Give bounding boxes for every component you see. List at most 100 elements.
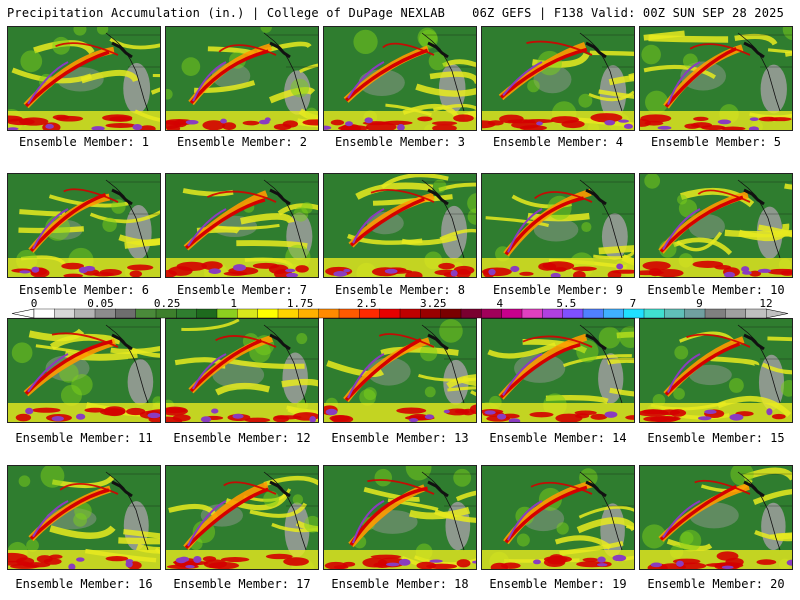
precip-field-map [8,174,160,277]
colorbar-segment [623,308,645,319]
ensemble-member-caption: Ensemble Member: 16 [15,577,153,591]
colorbar-tick-label: 3.25 [420,297,447,310]
ensemble-member-caption: Ensemble Member: 20 [647,577,785,591]
colorbar-tick-label: 2.5 [357,297,377,310]
ensemble-member-panel [323,465,477,570]
ensemble-member-caption: Ensemble Member: 15 [647,431,785,445]
colorbar-min-arrow [11,308,35,319]
precip-field-map [640,174,792,277]
precip-field-map [166,319,318,422]
ensemble-member-caption: Ensemble Member: 1 [18,135,150,149]
precip-field-map [166,174,318,277]
colorbar-segment [745,308,767,319]
precip-field-map [482,27,634,130]
ensemble-member-caption: Ensemble Member: 19 [489,577,627,591]
ensemble-member-caption: Ensemble Member: 14 [489,431,627,445]
colorbar-segment [704,308,726,319]
run-valid-time: 06Z GEFS | F138 Valid: 00Z SUN SEP 28 20… [472,6,784,20]
precip-field-map [482,174,634,277]
ensemble-member-panel [323,173,477,278]
precip-field-map [324,319,476,422]
colorbar-segment [237,308,259,319]
ensemble-member-panel [165,465,319,570]
colorbar-segment [521,308,543,319]
colorbar-segment [501,308,523,319]
ensemble-member-caption: Ensemble Member: 11 [15,431,153,445]
colorbar-segment [257,308,279,319]
ensemble-member-caption: Ensemble Member: 4 [492,135,624,149]
colorbar-tick-label: 0.05 [87,297,114,310]
ensemble-member-panel [165,173,319,278]
colorbar-segment [664,308,686,319]
ensemble-member-caption: Ensemble Member: 3 [334,135,466,149]
precip-field-map [324,174,476,277]
colorbar-segment [176,308,198,319]
ensemble-member-caption: Ensemble Member: 13 [331,431,469,445]
colorbar-segment [399,308,421,319]
colorbar-segment [277,308,299,319]
precip-field-map [324,27,476,130]
colorbar-segment [74,308,96,319]
precip-field-map [640,27,792,130]
colorbar-segment [155,308,177,319]
ensemble-member-panel [165,26,319,131]
ensemble-member-panel [481,173,635,278]
ensemble-member-caption: Ensemble Member: 17 [173,577,311,591]
ensemble-member-caption: Ensemble Member: 2 [176,135,308,149]
colorbar-tick-label: 5.5 [556,297,576,310]
colorbar-segment [379,308,401,319]
colorbar-tick-label: 1 [230,297,237,310]
colorbar-tick-label: 1.75 [287,297,314,310]
ensemble-member-caption: Ensemble Member: 18 [331,577,469,591]
colorbar-segment [196,308,218,319]
colorbar-segment [318,308,340,319]
ensemble-member-panel [639,318,793,423]
colorbar-tick-label: 7 [630,297,637,310]
ensemble-member-panel [481,465,635,570]
colorbar-tick-label: 9 [696,297,703,310]
ensemble-member-panel [639,26,793,131]
colorbar-segment [359,308,381,319]
precip-field-map [166,466,318,569]
precip-field-map [8,319,160,422]
colorbar-segment [33,308,55,319]
colorbar-segment [115,308,137,319]
precip-field-map [166,27,318,130]
precip-field-map [482,466,634,569]
precip-field-map [482,319,634,422]
colorbar-segment [643,308,665,319]
ensemble-member-panel [7,26,161,131]
colorbar-segment [542,308,564,319]
colorbar-tick-label: 12 [759,297,772,310]
ensemble-member-panel [323,26,477,131]
colorbar-segment [725,308,747,319]
ensemble-member-caption: Ensemble Member: 9 [492,283,624,297]
ensemble-member-caption: Ensemble Member: 12 [173,431,311,445]
ensemble-member-caption: Ensemble Member: 6 [18,283,150,297]
colorbar-segment [603,308,625,319]
map-title: Precipitation Accumulation (in.) | Colle… [7,6,446,20]
colorbar-segment [54,308,76,319]
ensemble-member-caption: Ensemble Member: 5 [650,135,782,149]
ensemble-member-panel [323,318,477,423]
colorbar-max-arrow [765,308,789,319]
colorbar-segment [338,308,360,319]
colorbar-segment [481,308,503,319]
ensemble-member-panel [639,465,793,570]
colorbar-segment [94,308,116,319]
precip-field-map [8,27,160,130]
colorbar-segment [298,308,320,319]
precip-field-map [324,466,476,569]
precip-field-map [8,466,160,569]
precip-field-map [640,466,792,569]
ensemble-member-panel [481,318,635,423]
ensemble-member-panel [165,318,319,423]
colorbar-segment [420,308,442,319]
colorbar-tick-label: 0 [31,297,38,310]
ensemble-member-panel [7,173,161,278]
colorbar-segment [135,308,157,319]
colorbar-segment [440,308,462,319]
colorbar-tick-label: 4 [497,297,504,310]
ensemble-member-caption: Ensemble Member: 8 [334,283,466,297]
precip-field-map [640,319,792,422]
